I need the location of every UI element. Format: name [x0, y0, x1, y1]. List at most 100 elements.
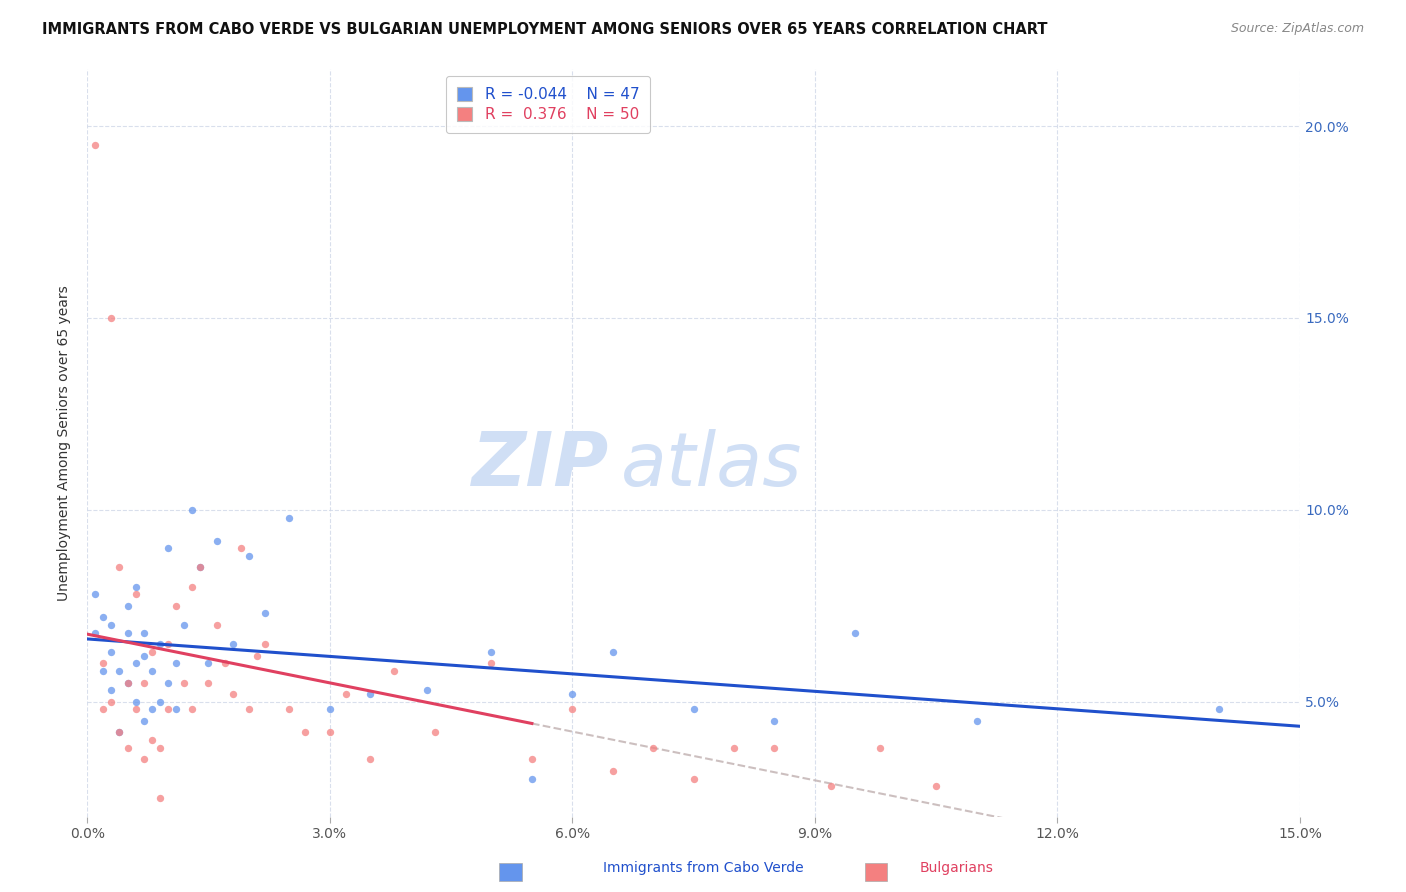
Point [141, 733, 163, 747]
Point [141, 702, 163, 716]
Point [763, 714, 786, 728]
Point [132, 625, 155, 640]
Point [100, 695, 122, 709]
Point [520, 752, 543, 766]
Point [91, 610, 114, 624]
Point [149, 790, 172, 805]
Point [108, 560, 131, 574]
Point [132, 714, 155, 728]
Point [141, 664, 163, 678]
Point [156, 637, 179, 651]
Point [197, 657, 219, 671]
Point [205, 618, 228, 632]
Point [156, 675, 179, 690]
Point [84, 138, 107, 153]
Point [254, 637, 277, 651]
Point [132, 752, 155, 766]
Point [100, 683, 122, 698]
Point [359, 752, 381, 766]
Point [238, 702, 260, 716]
Point [124, 695, 146, 709]
Point [108, 664, 131, 678]
Y-axis label: Unemployment Among Seniors over 65 years: Unemployment Among Seniors over 65 years [58, 285, 72, 600]
Point [820, 779, 842, 793]
Point [335, 687, 357, 701]
Point [238, 549, 260, 563]
Point [181, 580, 204, 594]
Point [416, 683, 439, 698]
Point [869, 740, 891, 755]
Point [278, 510, 301, 524]
Point [124, 657, 146, 671]
Point [190, 560, 212, 574]
Point [108, 725, 131, 739]
Point [173, 618, 195, 632]
Point [117, 675, 139, 690]
Point [149, 740, 172, 755]
Point [481, 645, 503, 659]
Point [132, 675, 155, 690]
Point [117, 675, 139, 690]
Point [643, 740, 665, 755]
Point [1208, 702, 1230, 716]
Point [91, 702, 114, 716]
Point [561, 687, 583, 701]
Point [229, 541, 252, 556]
Point [173, 675, 195, 690]
Point [246, 648, 269, 663]
Point [124, 587, 146, 601]
Point [117, 740, 139, 755]
Point [925, 779, 948, 793]
Text: ZIP: ZIP [471, 429, 609, 501]
Point [156, 541, 179, 556]
Point [481, 657, 503, 671]
Point [91, 657, 114, 671]
Point [156, 702, 179, 716]
Text: Source: ZipAtlas.com: Source: ZipAtlas.com [1230, 22, 1364, 36]
Point [149, 637, 172, 651]
Point [117, 625, 139, 640]
Point [319, 725, 342, 739]
Point [723, 740, 745, 755]
Point [100, 645, 122, 659]
Point [141, 645, 163, 659]
Point [384, 664, 406, 678]
Text: Immigrants from Cabo Verde: Immigrants from Cabo Verde [603, 862, 803, 875]
Point [100, 310, 122, 325]
Point [108, 725, 131, 739]
Point [602, 764, 624, 778]
Point [165, 599, 187, 613]
Point [214, 657, 236, 671]
Point [197, 675, 219, 690]
Point [359, 687, 381, 701]
Point [319, 702, 342, 716]
Point [423, 725, 446, 739]
Point [84, 625, 107, 640]
Point [763, 740, 786, 755]
Point [222, 637, 245, 651]
Point [124, 702, 146, 716]
Point [682, 772, 704, 786]
Point [132, 648, 155, 663]
Point [165, 657, 187, 671]
Point [520, 772, 543, 786]
Point [181, 702, 204, 716]
Point [165, 702, 187, 716]
Text: Bulgarians: Bulgarians [920, 862, 993, 875]
Point [278, 702, 301, 716]
Point [966, 714, 988, 728]
Point [844, 625, 866, 640]
Point [181, 503, 204, 517]
Point [254, 607, 277, 621]
Text: atlas: atlas [621, 429, 803, 501]
Point [91, 664, 114, 678]
Point [190, 560, 212, 574]
Legend: R = -0.044    N = 47, R =  0.376    N = 50: R = -0.044 N = 47, R = 0.376 N = 50 [446, 76, 650, 133]
Point [205, 533, 228, 548]
Point [294, 725, 316, 739]
Point [222, 687, 245, 701]
Point [100, 618, 122, 632]
Point [124, 580, 146, 594]
Point [682, 702, 704, 716]
Point [149, 695, 172, 709]
